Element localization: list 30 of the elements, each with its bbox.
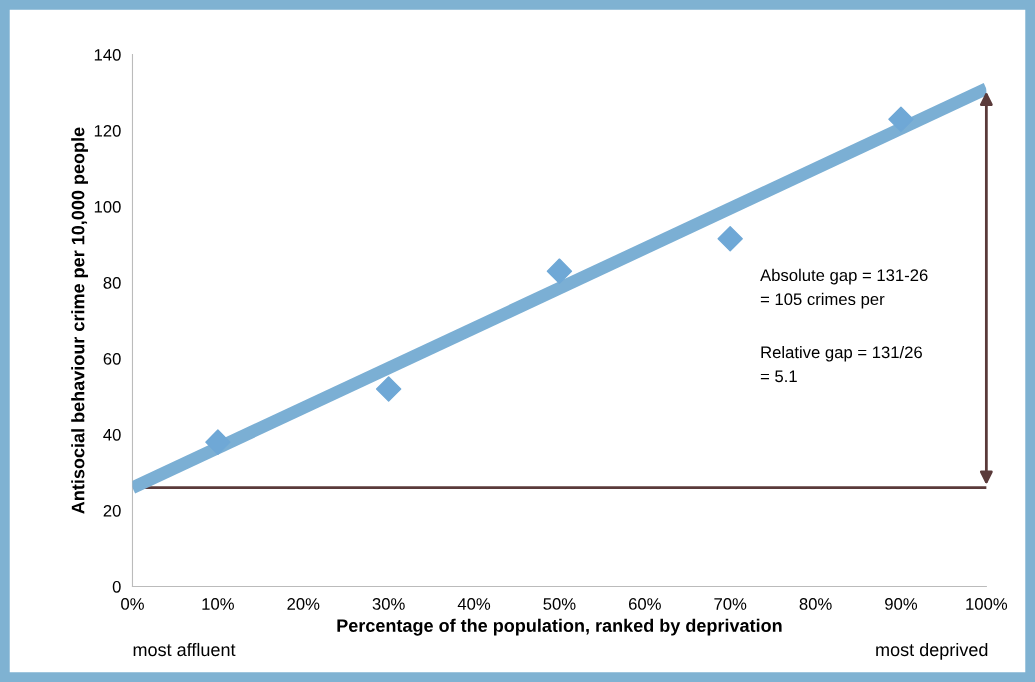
x-tick-label: 70%	[714, 598, 747, 610]
x-tick-label: 60%	[628, 598, 661, 610]
y-tick-label: 80	[103, 276, 121, 289]
y-tick-label: 20	[103, 504, 121, 517]
y-tick-label: 60	[103, 352, 121, 365]
text: most deprived	[876, 642, 988, 660]
annotation: Relative gap = 131/26 = 5.1	[760, 345, 922, 383]
x-tick-label: 80%	[799, 598, 832, 610]
x-tick-label: 30%	[372, 598, 405, 610]
x-tick-label: 20%	[287, 598, 320, 610]
annotation: Absolute gap = 131-26 = 105 crimes per	[760, 268, 928, 309]
point	[546, 258, 573, 284]
x-tick-label: 10%	[202, 598, 234, 610]
x-tick-label: 100%	[966, 598, 1008, 610]
y-axis-title: Antisocial behaviour crime per 10,000 people	[71, 127, 89, 514]
y-tick-label: 120	[94, 124, 121, 137]
x-axis-title: Percentage of the population, ranked by deprivation	[337, 618, 782, 636]
point	[888, 106, 914, 132]
x-tick-label: 0%	[121, 598, 144, 610]
x-tick-label: 90%	[885, 598, 918, 610]
point	[375, 376, 402, 402]
point	[717, 226, 743, 252]
point	[205, 429, 231, 455]
y-tick-label: 40	[103, 428, 121, 441]
y-tick-label: 0	[112, 580, 121, 593]
text: most affluent	[133, 642, 236, 657]
y-tick-label: 140	[94, 48, 121, 61]
x-tick-label: 40%	[457, 598, 491, 610]
y-tick-label: 100	[94, 200, 121, 213]
x-tick-label: 50%	[543, 598, 576, 610]
